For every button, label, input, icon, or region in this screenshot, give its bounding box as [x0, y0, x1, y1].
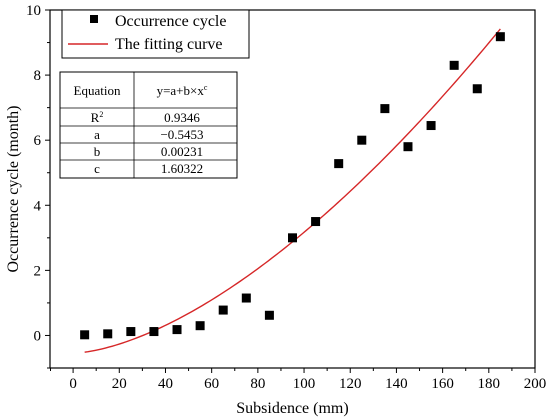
y-tick-label: 2: [34, 263, 42, 279]
x-tick-label: 120: [339, 376, 362, 392]
scatter-point: [288, 233, 297, 243]
y-tick-label: 8: [34, 68, 42, 84]
table-row-b-value: 0.00231: [161, 144, 203, 159]
scatter-point: [264, 310, 274, 320]
legend-frame: [61, 9, 250, 59]
table-row-a-label: a: [94, 127, 100, 142]
x-tick-label: 200: [524, 376, 547, 392]
scatter-point: [311, 217, 321, 227]
y-tick-label: 4: [34, 198, 42, 214]
x-tick-label: 140: [385, 376, 408, 392]
scatter-point: [357, 135, 367, 145]
x-tick-label: 100: [293, 376, 316, 392]
scatter-point: [449, 60, 459, 70]
x-tick-label: 60: [204, 376, 219, 392]
x-tick-label: 0: [69, 376, 77, 392]
scatter-point: [126, 327, 136, 337]
x-tick-label: 160: [431, 376, 454, 392]
x-axis-ticks: 0 20 40 60 80 100 120 140 160 180 200: [50, 368, 547, 392]
scatter-points: [80, 32, 505, 340]
scatter-point: [80, 330, 90, 340]
table-row-r2-label: R2: [91, 110, 104, 125]
scatter-point: [218, 305, 228, 315]
legend-label-occurrence: Occurrence cycle: [115, 13, 226, 30]
fit-parameters-table: Equation y=a+b×xc R2 0.9346 a −0.5453 b …: [59, 71, 238, 179]
table-row-c-value: 1.60322: [161, 161, 203, 176]
legend-square-marker: [90, 15, 98, 23]
y-tick-label: 10: [26, 3, 41, 19]
x-tick-label: 40: [158, 376, 173, 392]
x-tick-label: 20: [112, 376, 127, 392]
y-axis-title: Occurrence cycle (month): [5, 105, 22, 272]
scatter-point: [334, 159, 344, 169]
table-row-c-label: c: [94, 161, 100, 176]
plot-area-frame: [49, 9, 536, 369]
x-tick-label: 180: [478, 376, 501, 392]
y-tick-label: 6: [34, 133, 42, 149]
scatter-point: [149, 327, 159, 337]
table-row-a-value: −0.5453: [160, 127, 203, 142]
scatter-point: [426, 121, 436, 131]
x-tick-label: 80: [250, 376, 265, 392]
scatter-point: [241, 293, 251, 303]
scatter-point: [195, 321, 205, 331]
scatter-point: [380, 104, 390, 114]
y-axis-ticks: 0 2 4 6 8 10: [26, 3, 50, 369]
x-axis-title: Subsidence (mm): [236, 400, 348, 417]
table-row-b-label: b: [94, 144, 101, 159]
legend: Occurrence cycle The fitting curve: [61, 9, 250, 59]
y-tick-label: 0: [34, 328, 42, 344]
scatter-point: [403, 142, 413, 152]
legend-label-fit: The fitting curve: [115, 36, 223, 53]
scatter-point: [495, 32, 505, 42]
table-header-formula: y=a+b×xc: [157, 83, 208, 98]
scatter-point: [472, 84, 482, 94]
scatter-point: [103, 329, 113, 339]
scatter-point: [172, 325, 182, 335]
table-row-r2-value: 0.9346: [164, 110, 200, 125]
table-header-equation: Equation: [74, 83, 121, 98]
